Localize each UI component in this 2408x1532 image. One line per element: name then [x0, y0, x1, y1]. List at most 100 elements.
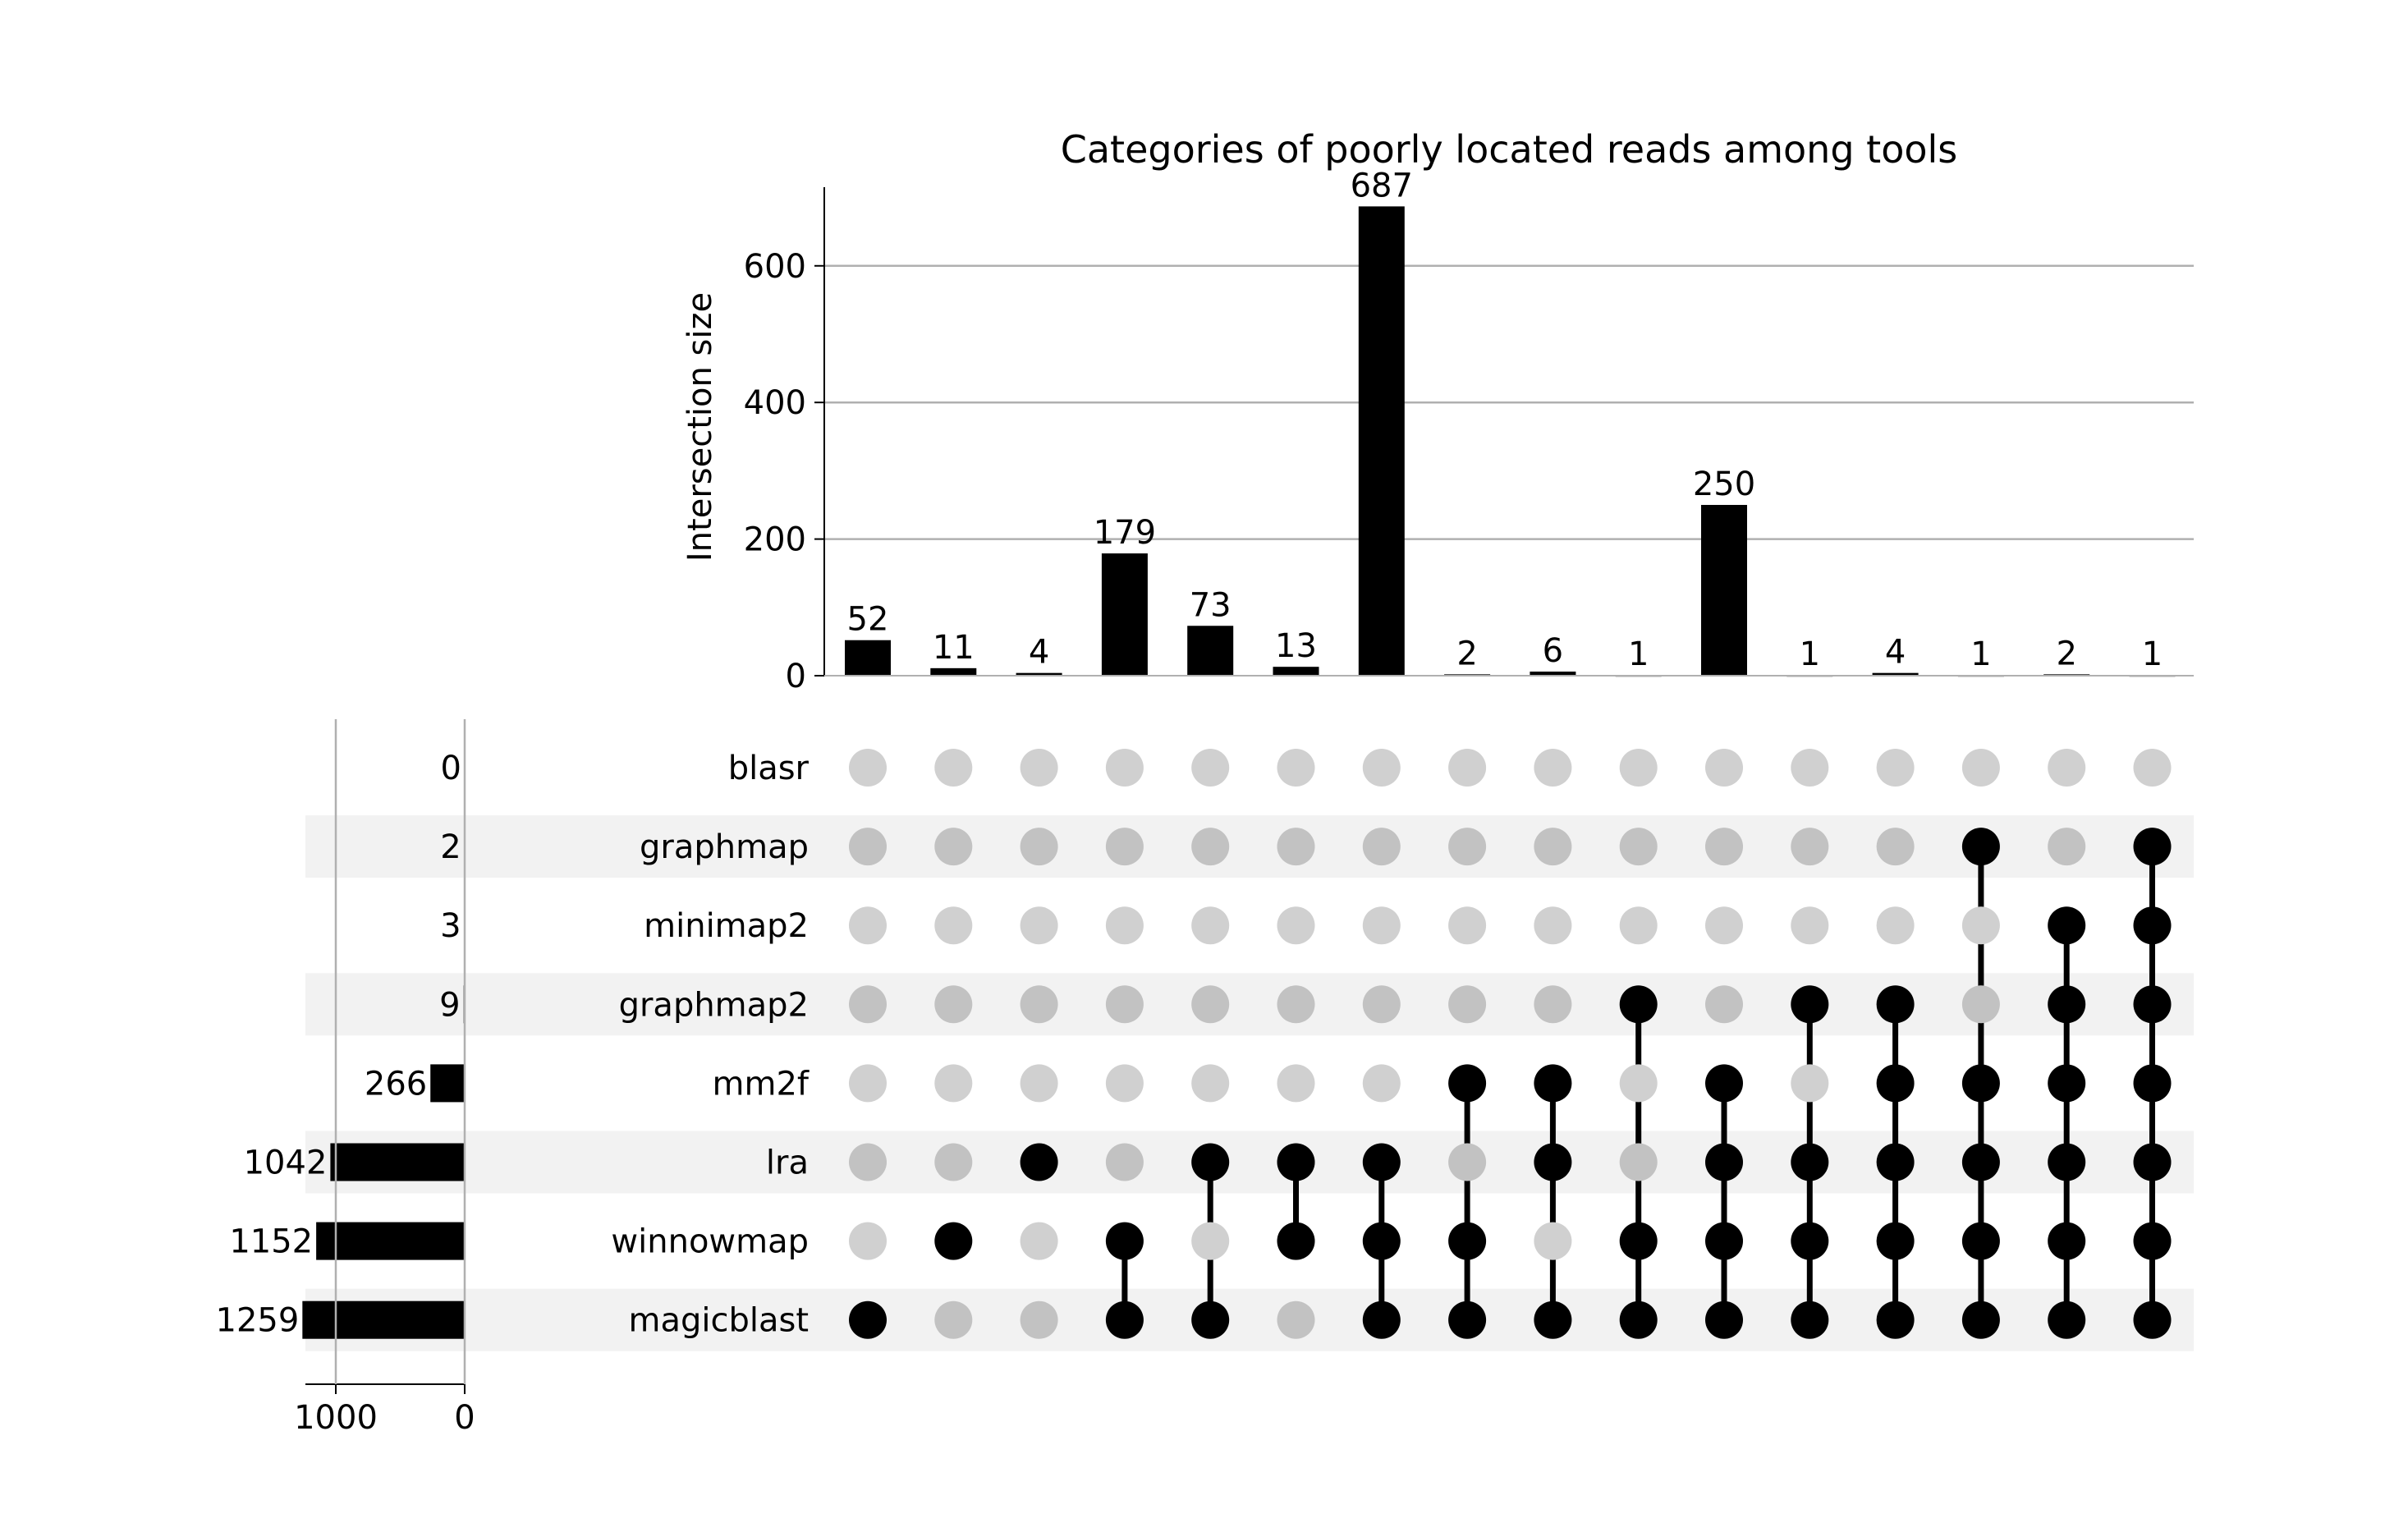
membership-dot-inactive	[1534, 985, 1572, 1024]
set-size-label: 1152	[229, 1223, 313, 1261]
set-axis-tick-label: 0	[454, 1399, 475, 1437]
membership-dot-inactive	[1277, 1300, 1315, 1339]
set-size-bar	[330, 1143, 465, 1181]
membership-dot-inactive	[1619, 1143, 1658, 1181]
set-size-axis: 1000 0	[294, 719, 475, 1437]
intersection-bar	[1701, 504, 1747, 676]
membership-dot-inactive	[1791, 828, 1829, 866]
set-size-label: 9	[439, 986, 460, 1024]
intersection-bar	[845, 640, 891, 676]
membership-dot-inactive	[1277, 985, 1315, 1024]
membership-dot-inactive	[1619, 749, 1658, 787]
set-size-bars: 0 2 3 9 266 1042 1152 1259	[216, 749, 466, 1340]
intersection-bar	[1358, 206, 1405, 676]
membership-dot-active	[1961, 1222, 2000, 1260]
intersection-bar-value: 1	[2142, 635, 2163, 673]
membership-dot-active	[1191, 1300, 1230, 1339]
membership-dot-inactive	[1705, 828, 1743, 866]
membership-dot-inactive	[1105, 906, 1144, 945]
intersection-bar-value: 1	[1628, 635, 1649, 673]
chart-title: Categories of poorly located reads among…	[1061, 127, 1957, 172]
membership-dot-inactive	[2048, 749, 2086, 787]
membership-dot-active	[2133, 1064, 2172, 1103]
membership-dot-active	[1448, 1222, 1487, 1260]
membership-dot-inactive	[1876, 828, 1915, 866]
intersection-bar-value: 11	[933, 629, 975, 667]
membership-dot-inactive	[1876, 749, 1915, 787]
membership-dot-inactive	[1020, 1064, 1058, 1103]
set-size-label: 2	[440, 828, 461, 866]
membership-dot-inactive	[1619, 828, 1658, 866]
set-label-blasr: blasr	[728, 750, 810, 787]
membership-dot-active	[1961, 1143, 2000, 1181]
membership-dot-inactive	[1619, 906, 1658, 945]
set-size-bar	[316, 1222, 465, 1260]
membership-dot-active	[1876, 1143, 1915, 1181]
intersection-bar-labels: 52 11 4 179 73 13 687 2 6 1 250 1 4 1 2 1	[847, 167, 2163, 673]
membership-dot-inactive	[1191, 1222, 1230, 1260]
membership-dot-inactive	[1448, 1143, 1487, 1181]
intersection-bar-value: 6	[1543, 632, 1563, 670]
membership-dot-active	[849, 1300, 887, 1339]
intersection-size-axis: 0 200 400 600	[744, 186, 2194, 695]
membership-dot-active	[1105, 1222, 1144, 1260]
intersection-gridlines	[824, 264, 2194, 540]
membership-dot-inactive	[1277, 1064, 1315, 1103]
membership-dot-active	[1791, 985, 1829, 1024]
membership-dot-inactive	[1705, 749, 1743, 787]
membership-dot-inactive	[1105, 828, 1144, 866]
set-size-label: 1042	[244, 1144, 328, 1182]
membership-dot-inactive	[1448, 985, 1487, 1024]
membership-dot-inactive	[1105, 985, 1144, 1024]
intersection-bar-value: 250	[1693, 466, 1755, 503]
membership-dot-inactive	[1448, 906, 1487, 945]
membership-dot-active	[1791, 1143, 1829, 1181]
intersection-bar-value: 4	[1885, 634, 1906, 672]
membership-dot-inactive	[1277, 906, 1315, 945]
membership-dot-active	[1448, 1064, 1487, 1103]
membership-dot-active	[1277, 1222, 1315, 1260]
intersection-bar	[1530, 672, 1576, 676]
y-tick-label: 200	[744, 521, 806, 559]
membership-dot-active	[1362, 1300, 1401, 1339]
membership-dot-active	[1876, 1300, 1915, 1339]
membership-dot-inactive	[1105, 749, 1144, 787]
set-label-magicblast: magicblast	[628, 1302, 809, 1340]
set-label-graphmap2: graphmap2	[619, 986, 809, 1024]
intersection-bar	[1016, 672, 1062, 676]
membership-dot-inactive	[1791, 906, 1829, 945]
membership-dot-active	[1961, 828, 2000, 866]
membership-dot-inactive	[934, 828, 973, 866]
intersection-bars	[845, 206, 2176, 677]
membership-dot-active	[2133, 906, 2172, 945]
membership-dot-inactive	[1191, 906, 1230, 945]
membership-dot-inactive	[1534, 749, 1572, 787]
intersection-bar-value: 1	[1970, 635, 1991, 673]
membership-dot-active	[2048, 906, 2086, 945]
membership-dot-inactive	[1020, 1300, 1058, 1339]
membership-dot-inactive	[849, 749, 887, 787]
intersection-bar	[1273, 667, 1319, 676]
intersection-bar	[930, 667, 977, 676]
set-label-minimap2: minimap2	[644, 907, 809, 945]
membership-dot-inactive	[1619, 1064, 1658, 1103]
membership-dot-inactive	[1105, 1064, 1144, 1103]
membership-dot-inactive	[849, 985, 887, 1024]
intersection-bar-value: 2	[1456, 635, 1477, 672]
membership-dot-inactive	[1362, 906, 1401, 945]
membership-dot-inactive	[934, 1064, 973, 1103]
intersection-bar-value: 2	[2056, 635, 2076, 672]
membership-dot-inactive	[934, 985, 973, 1024]
membership-dot-inactive	[1705, 985, 1743, 1024]
membership-dot-active	[2048, 1064, 2086, 1103]
membership-dot-active	[1705, 1064, 1743, 1103]
membership-dot-inactive	[849, 906, 887, 945]
intersection-bar-value: 52	[847, 601, 889, 639]
membership-dot-inactive	[1191, 749, 1230, 787]
membership-dot-inactive	[1791, 749, 1829, 787]
membership-dot-inactive	[1020, 906, 1058, 945]
membership-dot-active	[1105, 1300, 1144, 1339]
membership-dot-active	[2133, 1300, 2172, 1339]
set-name-labels: blasr graphmap minimap2 graphmap2 mm2f lra win…	[611, 750, 810, 1340]
